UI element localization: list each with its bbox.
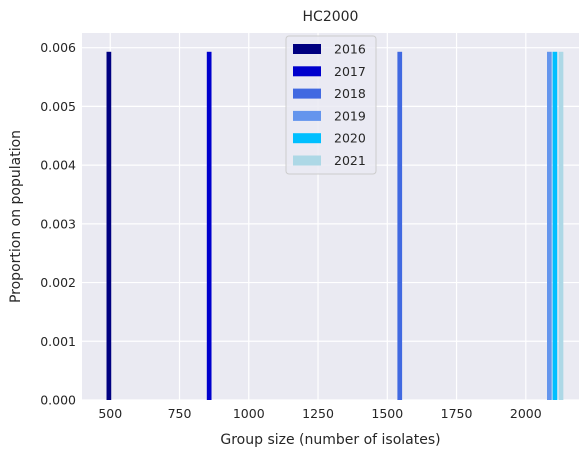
bar-2020 [552, 51, 558, 400]
y-tick-label: 0.005 [40, 99, 76, 114]
y-tick-label: 0.003 [40, 216, 76, 231]
x-tick-label: 1000 [233, 406, 265, 421]
legend-swatch-2017 [293, 66, 321, 77]
bar-2021 [558, 51, 564, 400]
x-tick-labels: 500 750 1000 1250 1500 1750 2000 [98, 406, 541, 421]
bar-2017 [206, 51, 212, 400]
bar-2018 [397, 51, 403, 400]
legend-swatch-2016 [293, 44, 321, 54]
y-tick-label: 0.002 [40, 275, 76, 290]
legend-label: 2016 [334, 42, 366, 57]
x-tick-label: 2000 [510, 406, 542, 421]
x-tick-label: 1750 [441, 406, 473, 421]
chart-title: HC2000 [303, 9, 359, 25]
y-axis-label: Proportion on population [8, 130, 24, 303]
bars [106, 51, 564, 400]
legend-label: 2018 [334, 86, 366, 101]
legend-label: 2017 [334, 64, 366, 79]
y-tick-label: 0.001 [40, 334, 76, 349]
x-axis-label: Group size (number of isolates) [220, 432, 440, 448]
x-tick-label: 500 [98, 406, 122, 421]
legend-swatch-2018 [293, 88, 321, 99]
y-tick-label: 0.004 [40, 158, 76, 173]
legend: 2016 2017 2018 2019 2020 2021 [285, 35, 377, 175]
legend-label: 2020 [334, 131, 366, 146]
x-tick-label: 1500 [371, 406, 403, 421]
bar-2016 [106, 51, 112, 400]
y-tick-label: 0.006 [40, 40, 76, 55]
legend-swatch-2020 [293, 133, 321, 144]
y-tick-labels: 0.000 0.001 0.002 0.003 0.004 0.005 0.006 [40, 40, 76, 407]
x-tick-label: 750 [168, 406, 192, 421]
legend-swatch-2021 [293, 155, 321, 166]
y-tick-label: 0.000 [40, 393, 76, 408]
bar-2019 [547, 51, 552, 400]
legend-label: 2021 [334, 153, 366, 168]
legend-label: 2019 [334, 108, 366, 123]
legend-swatch-2019 [293, 110, 321, 121]
x-tick-label: 1250 [302, 406, 334, 421]
